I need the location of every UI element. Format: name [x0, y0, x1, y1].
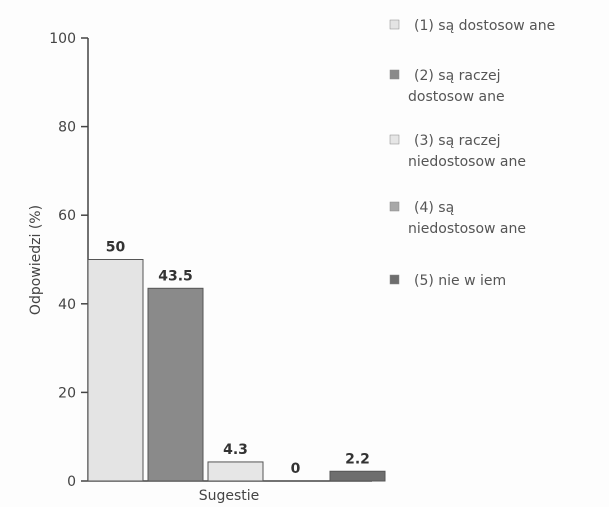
bar-series-3 [207, 461, 264, 482]
legend-label-4: (4) są [414, 200, 454, 216]
legend-swatch-1 [389, 19, 400, 30]
legend: (1) są dostosow ane (2) są raczej dostosow… [389, 18, 555, 289]
legend-label-2-line-2: dostosow ane [408, 89, 505, 105]
bars [87, 259, 386, 482]
y-tick-label: 20 [58, 385, 76, 401]
legend-label-2: (2) są raczej [414, 68, 501, 84]
y-tick-label: 80 [58, 120, 76, 136]
bar-series-2 [147, 287, 204, 482]
x-axis-title: Sugestie [199, 488, 260, 504]
legend-label-1: (1) są dostosow ane [414, 18, 555, 34]
value-label-series-4: 0 [291, 461, 301, 477]
y-tick-label: 0 [67, 474, 76, 490]
y-axis-title: Odpowiedzi (%) [28, 205, 44, 315]
value-labels: 50 43.5 4.3 0 2.2 [106, 240, 370, 478]
legend-label-3-line-2: niedostosow ane [408, 154, 526, 170]
legend-swatch-4 [389, 201, 400, 212]
y-tick-label: 40 [58, 297, 76, 313]
bar-series-5 [329, 470, 386, 482]
value-label-series-5: 2.2 [345, 451, 370, 467]
value-label-series-1: 50 [106, 240, 126, 256]
legend-swatch-3 [389, 134, 400, 145]
bar-series-1 [87, 259, 144, 482]
legend-swatch-2 [389, 69, 400, 80]
legend-label-3: (3) są raczej [414, 133, 501, 149]
value-label-series-2: 43.5 [158, 268, 193, 284]
legend-label-4-line-2: niedostosow ane [408, 221, 526, 237]
y-tick-label: 100 [49, 31, 76, 47]
y-ticks: 0 20 40 60 80 100 [49, 31, 88, 490]
legend-label-5: (5) nie w iem [414, 273, 506, 289]
value-label-series-3: 4.3 [223, 442, 248, 458]
y-tick-label: 60 [58, 208, 76, 224]
legend-swatch-5 [389, 274, 400, 285]
